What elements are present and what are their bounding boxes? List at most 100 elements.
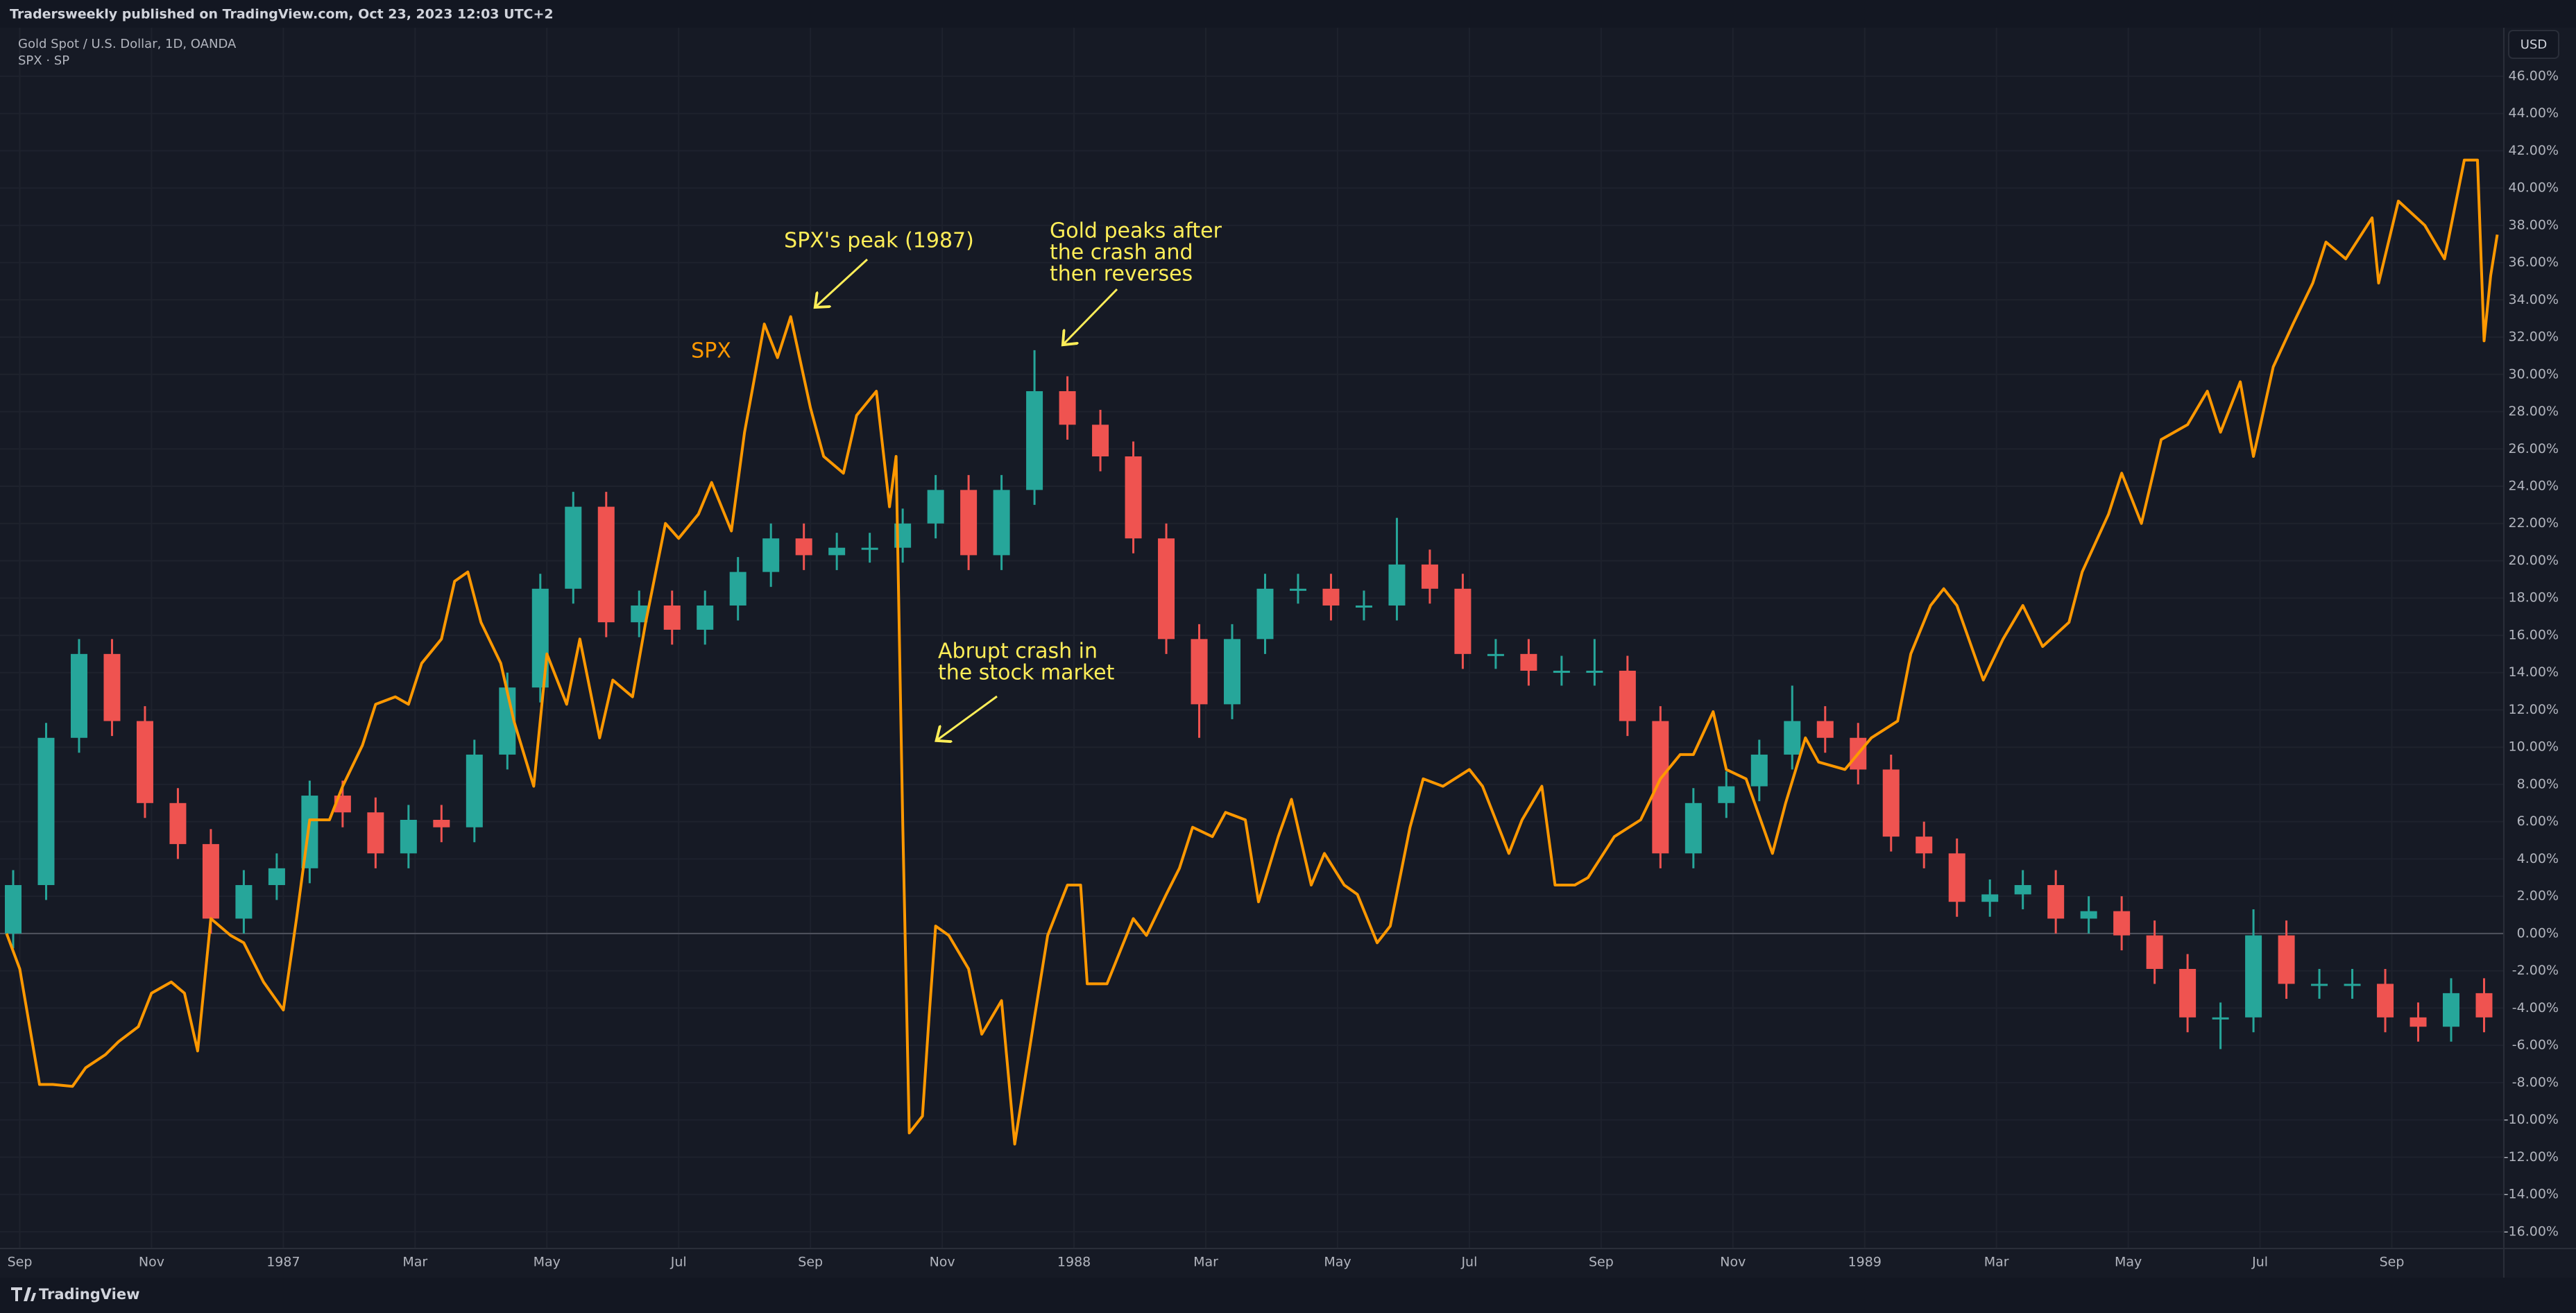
x-tick-label: Sep: [8, 1255, 33, 1270]
annotation-text: SPX: [691, 339, 731, 363]
y-tick-label: 8.00%: [2517, 776, 2559, 791]
y-tick-label: 34.00%: [2509, 292, 2559, 307]
x-tick-label: Sep: [2380, 1255, 2405, 1270]
candle-body: [1750, 754, 1768, 787]
x-tick-label: Mar: [1984, 1255, 2009, 1270]
candle-body: [2344, 984, 2361, 986]
candle-body: [2212, 1017, 2229, 1020]
y-tick-label: 18.00%: [2509, 590, 2559, 606]
candle-body: [2311, 984, 2328, 986]
brand-name[interactable]: TradingView: [39, 1286, 139, 1303]
y-tick-label: 28.00%: [2509, 404, 2559, 419]
x-tick-label: Jul: [1460, 1255, 1477, 1270]
legend-gold[interactable]: Gold Spot / U.S. Dollar, 1D, OANDA: [18, 37, 237, 51]
x-tick-label: Nov: [930, 1255, 955, 1270]
candle-body: [1784, 721, 1801, 755]
candle-body: [2475, 993, 2493, 1018]
candle-body: [2014, 885, 2031, 895]
candle-body: [1256, 588, 1274, 640]
candle-body: [2377, 984, 2394, 1018]
annotation-arrow: [938, 695, 998, 739]
candle-body: [960, 490, 978, 556]
x-tick-label: Mar: [402, 1255, 427, 1270]
candle-body: [861, 547, 878, 550]
candle-body: [2278, 935, 2295, 984]
annotation-text: the crash and: [1050, 241, 1193, 265]
currency-button[interactable]: [2508, 30, 2559, 59]
candle-body: [1388, 564, 1406, 606]
y-tick-label: 4.00%: [2517, 851, 2559, 866]
annotation-arrow: [1064, 288, 1118, 343]
candle-body: [1487, 653, 1504, 656]
candle-body: [1421, 564, 1438, 589]
candle-body: [795, 538, 812, 556]
publisher-header: Tradersweekly published on TradingView.c…: [10, 7, 554, 22]
candle-body: [993, 490, 1010, 556]
candle-body: [1322, 588, 1340, 606]
x-tick-label: Jul: [670, 1255, 687, 1270]
y-tick-label: 22.00%: [2509, 515, 2559, 531]
chart-area: [0, 28, 2576, 1278]
y-tick-label: 12.00%: [2509, 702, 2559, 717]
candle-body: [2080, 911, 2097, 919]
candle-body: [1816, 721, 1834, 738]
candle-body: [1191, 639, 1208, 705]
x-tick-label: Sep: [798, 1255, 823, 1270]
candle-body: [2245, 935, 2262, 1018]
x-tick-label: Nov: [139, 1255, 164, 1270]
y-tick-label: 10.00%: [2509, 739, 2559, 755]
legend-spx[interactable]: SPX · SP: [18, 53, 69, 68]
candle-body: [2113, 911, 2131, 936]
candle-body: [4, 885, 22, 934]
y-tick-label: 44.00%: [2509, 105, 2559, 121]
candle-body: [202, 843, 219, 919]
x-tick-label: May: [534, 1255, 561, 1270]
x-tick-label: Nov: [1720, 1255, 1746, 1270]
y-tick-label: 30.00%: [2509, 366, 2559, 381]
candle-body: [235, 885, 253, 919]
candle-body: [565, 506, 582, 589]
annotation-text: then reverses: [1050, 262, 1193, 286]
candle-body: [136, 721, 153, 803]
x-tick-label: Jul: [2251, 1255, 2268, 1270]
axes: -16.00% -14.00% -12.00% -10.00% -8.00% -6.00%…: [8, 68, 2559, 1269]
x-tick-label: 1988: [1057, 1255, 1091, 1270]
candle-body: [367, 812, 384, 854]
line-series: [5, 158, 2499, 1146]
candle-body: [2047, 885, 2065, 919]
y-tick-label: 26.00%: [2509, 441, 2559, 456]
y-tick-label: -10.00%: [2504, 1112, 2559, 1127]
x-tick-label: 1989: [1848, 1255, 1882, 1270]
x-tick-label: 1987: [266, 1255, 300, 1270]
annotation-text: Gold peaks after: [1050, 219, 1222, 243]
candle-body: [663, 605, 681, 630]
x-tick-label: May: [1324, 1255, 1351, 1270]
brand-logo[interactable]: TradingView: [11, 1286, 139, 1303]
candle-body: [1454, 588, 1472, 654]
candle-body: [1553, 671, 1570, 673]
candle-body: [433, 819, 450, 827]
candle-body: [1289, 588, 1306, 591]
y-tick-label: 32.00%: [2509, 329, 2559, 345]
candle-body: [2179, 968, 2197, 1018]
x-tick-label: Mar: [1193, 1255, 1218, 1270]
annotation-text: SPX's peak (1987): [784, 229, 974, 253]
y-tick-label: 6.00%: [2517, 814, 2559, 829]
logo-glyph[interactable]: [11, 1287, 36, 1301]
marks: [4, 158, 2499, 1146]
y-tick-label: 46.00%: [2509, 68, 2559, 83]
candle-body: [597, 506, 615, 623]
candle-body: [762, 538, 780, 572]
y-tick-label: 40.00%: [2509, 180, 2559, 196]
candle-body: [1092, 424, 1109, 457]
currency-label[interactable]: USD: [2520, 37, 2547, 52]
y-tick-label: -4.00%: [2512, 1000, 2559, 1015]
candle-body: [1125, 456, 1142, 539]
candle-body: [1586, 671, 1603, 673]
y-tick-label: 42.00%: [2509, 143, 2559, 158]
candle-body: [2409, 1017, 2427, 1027]
y-tick-label: -16.00%: [2504, 1224, 2559, 1239]
candle-body: [631, 605, 648, 623]
candle-body: [1619, 671, 1636, 721]
